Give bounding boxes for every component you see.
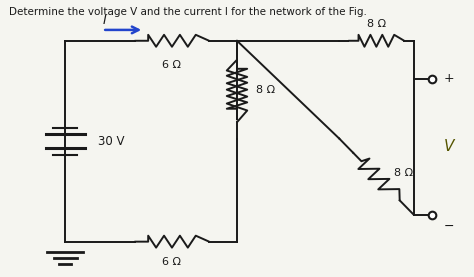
Text: 30 V: 30 V	[98, 135, 124, 148]
Text: Determine the voltage V and the current I for the network of the Fig.: Determine the voltage V and the current …	[9, 7, 367, 17]
Text: +: +	[444, 72, 455, 85]
Text: 6 Ω: 6 Ω	[163, 60, 182, 70]
Text: 8 Ω: 8 Ω	[367, 19, 386, 29]
Text: 6 Ω: 6 Ω	[163, 257, 182, 266]
Text: 8 Ω: 8 Ω	[394, 168, 413, 178]
Text: V: V	[444, 139, 454, 154]
Text: 8 Ω: 8 Ω	[255, 85, 275, 95]
Text: −: −	[444, 220, 454, 233]
Text: I: I	[102, 14, 106, 27]
